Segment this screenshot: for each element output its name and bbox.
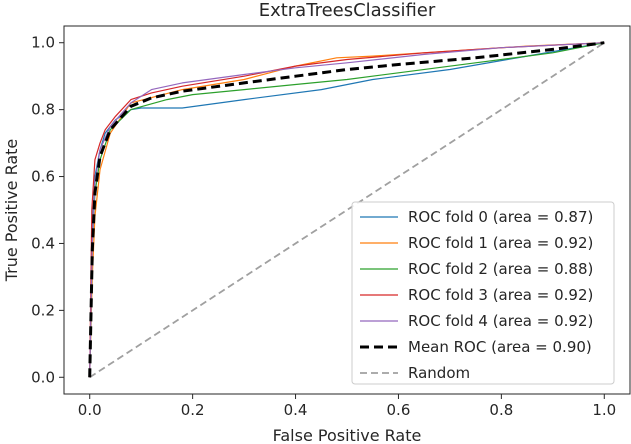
y-tick-label: 0.0: [31, 368, 55, 386]
plot-area: [63, 25, 631, 395]
axes-frame: [63, 25, 631, 395]
x-ticks: 0.0 0.2 0.4 0.6 0.8 1.0: [78, 394, 616, 419]
chart-title: ExtraTreesClassifier: [259, 0, 436, 21]
y-ticks: 0.0 0.2 0.4 0.6 0.8 1.0: [31, 34, 64, 386]
legend-label-5: Mean ROC (area = 0.90): [408, 338, 592, 356]
legend-label-1: ROC fold 1 (area = 0.92): [408, 234, 593, 252]
x-tick-label: 0.0: [78, 401, 102, 419]
x-tick-label: 0.6: [387, 401, 411, 419]
legend-label-4: ROC fold 4 (area = 0.92): [408, 312, 593, 330]
legend: ROC fold 0 (area = 0.87) ROC fold 1 (area…: [351, 201, 615, 385]
legend-label-2: ROC fold 2 (area = 0.88): [408, 260, 593, 278]
x-tick-label: 0.4: [284, 401, 308, 419]
series-line-2: [89, 42, 605, 378]
x-tick-label: 0.8: [489, 401, 513, 419]
series-line-5: [88, 41, 605, 378]
legend-label-3: ROC fold 3 (area = 0.92): [408, 286, 593, 304]
x-tick-label: 1.0: [592, 401, 616, 419]
x-axis-label: False Positive Rate: [273, 426, 422, 444]
y-tick-label: 1.0: [31, 34, 55, 52]
series-line-6: [89, 41, 605, 379]
y-tick-label: 0.8: [31, 101, 55, 119]
legend-label-0: ROC fold 0 (area = 0.87): [408, 208, 593, 226]
x-tick-label: 0.2: [181, 401, 205, 419]
y-tick-label: 0.4: [31, 234, 55, 252]
legend-label-6: Random: [408, 364, 470, 382]
series-line-3: [89, 42, 605, 378]
y-axis-label: True Positive Rate: [2, 139, 21, 283]
series-line-0: [89, 42, 605, 378]
y-tick-label: 0.6: [31, 168, 55, 186]
y-tick-label: 0.2: [31, 301, 55, 319]
legend-box: [351, 201, 615, 385]
series-layer: [88, 41, 605, 379]
